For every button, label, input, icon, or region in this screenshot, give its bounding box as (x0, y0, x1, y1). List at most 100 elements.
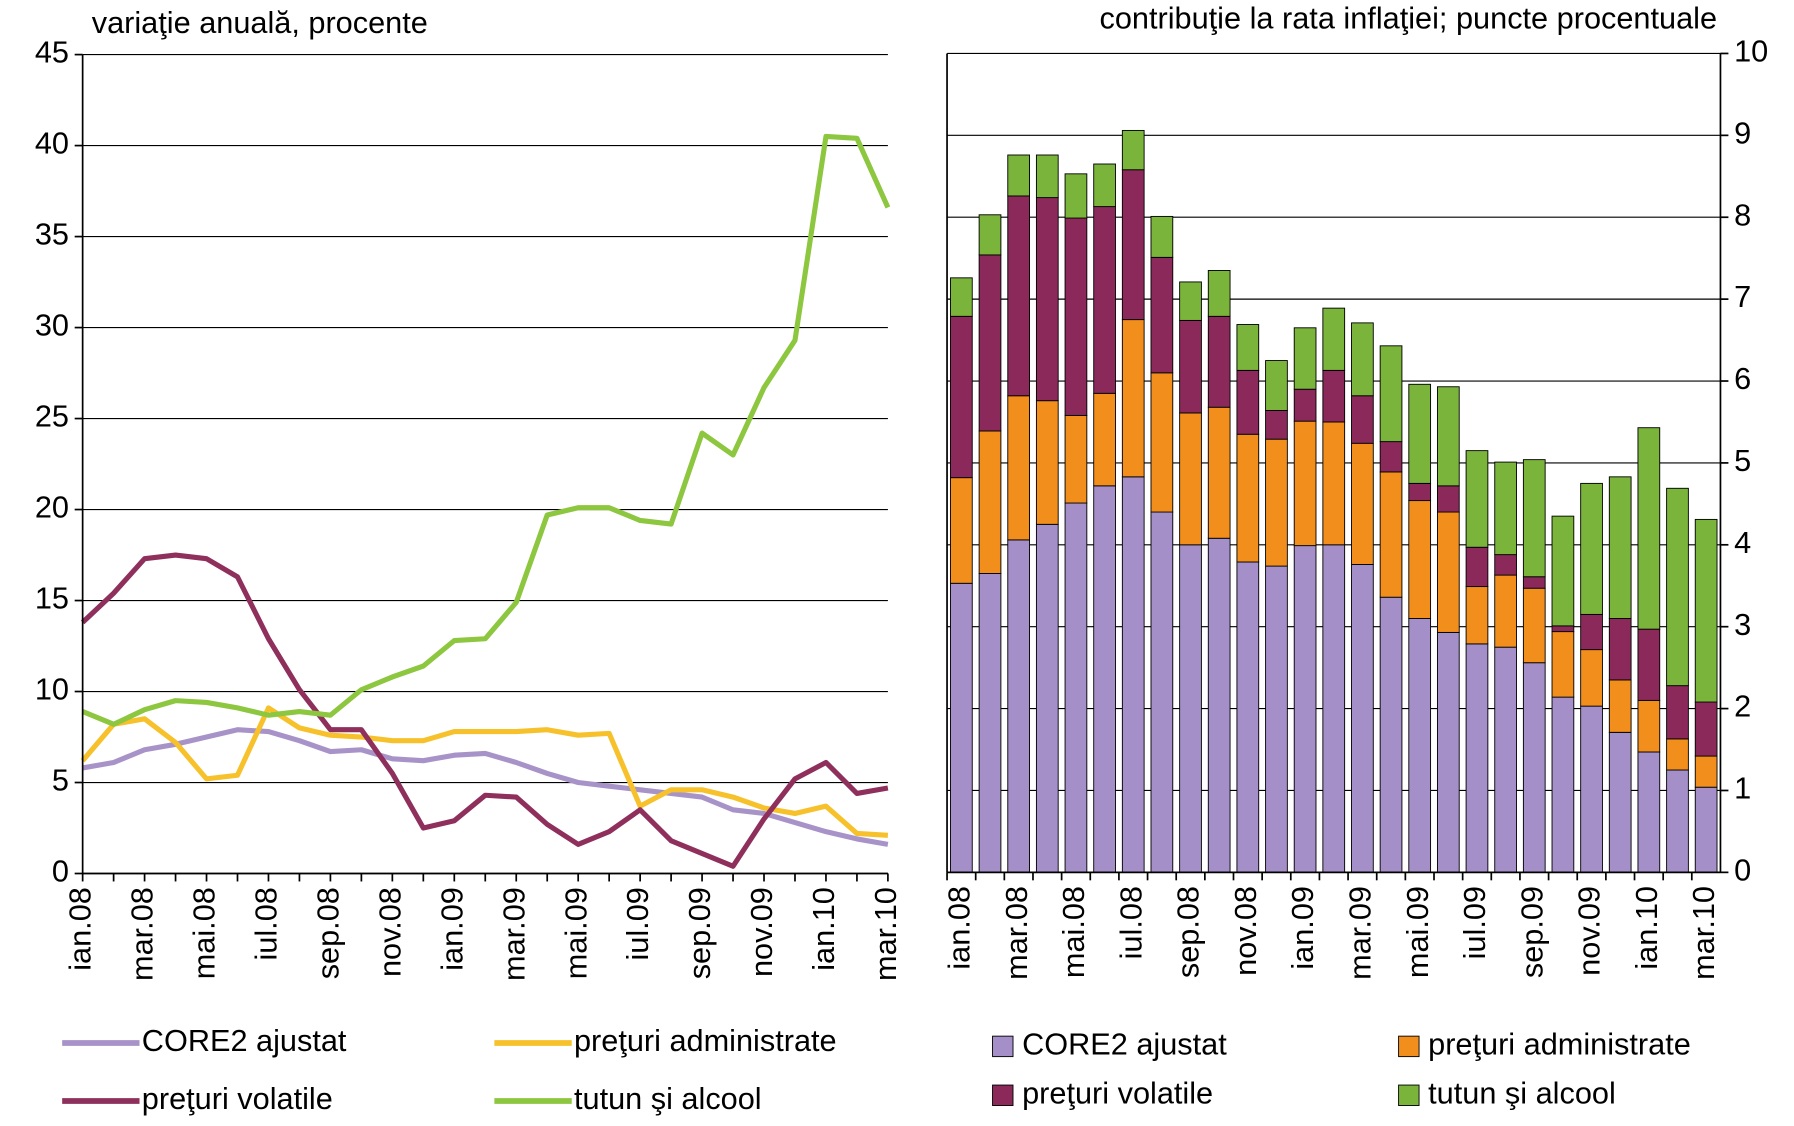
x-tick-label: mar.08 (125, 887, 160, 981)
series-line (82, 727, 889, 847)
bar-segment (1035, 400, 1059, 525)
y-tick-label: 0 (52, 854, 69, 889)
bar-segment (1637, 699, 1661, 753)
x-tick-label: mai.09 (558, 887, 593, 979)
bar-segment (1580, 482, 1603, 615)
bar-segment (1666, 685, 1689, 740)
y-tick-label: 9 (1734, 115, 1751, 150)
bar-segment (1608, 679, 1632, 733)
x-tick-label: ian.08 (941, 886, 976, 970)
legend-swatch (1398, 1035, 1420, 1058)
y-tick-label: 40 (35, 126, 69, 161)
bar-segment (1322, 307, 1346, 371)
bar-segment (1408, 618, 1432, 873)
bar-segment (1351, 395, 1374, 444)
bar-segment (1322, 544, 1346, 873)
bar-segment (1551, 631, 1575, 698)
bar-segment (1522, 587, 1546, 664)
y-tick-label: 2 (1734, 689, 1751, 724)
legend-swatch (1398, 1084, 1420, 1106)
x-tick-label: mar.09 (496, 887, 531, 981)
bar-segment (1580, 705, 1603, 873)
bar-segment (1150, 256, 1174, 374)
bar-segment (1522, 662, 1546, 873)
bar-segment (1408, 500, 1432, 619)
bar-segment (1236, 433, 1260, 563)
y-tick-label: 5 (1734, 443, 1751, 478)
bar-segment (1580, 613, 1603, 651)
x-tick-label: ian.09 (1285, 886, 1320, 970)
bar-segment (1265, 410, 1288, 440)
y-tick-label: 0 (1734, 852, 1751, 887)
bar-segment (1637, 427, 1661, 630)
bar-segment (1207, 270, 1231, 317)
x-tick-label: iul.09 (1457, 886, 1492, 959)
bar-segment (1637, 628, 1661, 701)
y-tick-label: 35 (35, 217, 69, 252)
bar-segment (1265, 360, 1288, 411)
series-line (81, 133, 891, 727)
bar-segment (1265, 438, 1288, 567)
bar-segment (1007, 395, 1030, 541)
legend-label: preţuri administrate (1428, 1026, 1691, 1061)
x-tick-label: nov.09 (1572, 886, 1607, 976)
bar-segment (1465, 450, 1489, 548)
y-tick-label: 1 (1734, 771, 1751, 806)
bar-segment (1551, 696, 1575, 873)
bar-segment (1064, 502, 1088, 873)
legend-label: CORE2 ajustat (1022, 1026, 1227, 1061)
y-tick-label: 30 (35, 308, 69, 343)
x-tick-label: iul.08 (1113, 886, 1148, 959)
bar-segment (1035, 154, 1059, 199)
legend-swatch (992, 1035, 1014, 1058)
bar-segment (978, 254, 1002, 432)
bar-segment (1522, 576, 1546, 589)
y-tick-label: 8 (1734, 197, 1751, 232)
bar-segment (1064, 217, 1088, 416)
bar-segment (1093, 206, 1116, 394)
x-tick-label: mai.09 (1400, 886, 1435, 978)
x-tick-label: ian.10 (1629, 886, 1664, 970)
bar-segment (1322, 369, 1346, 423)
bar-segment (1007, 154, 1030, 197)
bar-segment (1408, 482, 1432, 502)
bar-segment (1408, 383, 1432, 484)
x-tick-label: mar.10 (1686, 886, 1721, 980)
bar-segment (1293, 545, 1317, 873)
bar-segment (1551, 625, 1575, 633)
bar-segment (1494, 646, 1517, 873)
bar-segment (1035, 197, 1059, 402)
bar-segment (1207, 537, 1231, 873)
y-tick-label: 25 (35, 399, 69, 434)
x-tick-label: ian.09 (434, 887, 469, 971)
bar-segment (1035, 523, 1059, 873)
bar-segment (1379, 345, 1403, 443)
legend-label: preţuri volatile (142, 1081, 333, 1116)
y-tick-label: 10 (35, 672, 69, 707)
legend-label: preţuri administrate (574, 1023, 837, 1058)
bar-segment (1494, 461, 1517, 556)
bar-segment (1666, 769, 1689, 873)
x-tick-label: iul.09 (620, 887, 655, 960)
x-tick-label: iul.08 (249, 887, 284, 960)
bar-segment (1093, 163, 1116, 208)
chart-title: contribuţie la rata inflaţiei; puncte pr… (1099, 1, 1717, 36)
bar-segment (1179, 319, 1202, 414)
bar-segment (1351, 442, 1374, 565)
bar-segment (1694, 786, 1718, 873)
bar-segment (950, 315, 973, 479)
bar-segment (1436, 631, 1460, 873)
bar-segment (1608, 476, 1632, 619)
y-tick-label: 10 (1734, 34, 1768, 69)
legend-label: CORE2 ajustat (142, 1023, 347, 1058)
bar-segment (1064, 173, 1088, 219)
bar-segment (978, 214, 1002, 256)
bar-segment (1322, 421, 1346, 546)
bar-segment (1494, 554, 1517, 576)
bar-segment (950, 277, 973, 317)
x-tick-label: nov.09 (744, 887, 779, 977)
bar-segment (1007, 539, 1030, 873)
y-tick-label: 3 (1734, 607, 1751, 642)
bar-segment (1436, 511, 1460, 633)
